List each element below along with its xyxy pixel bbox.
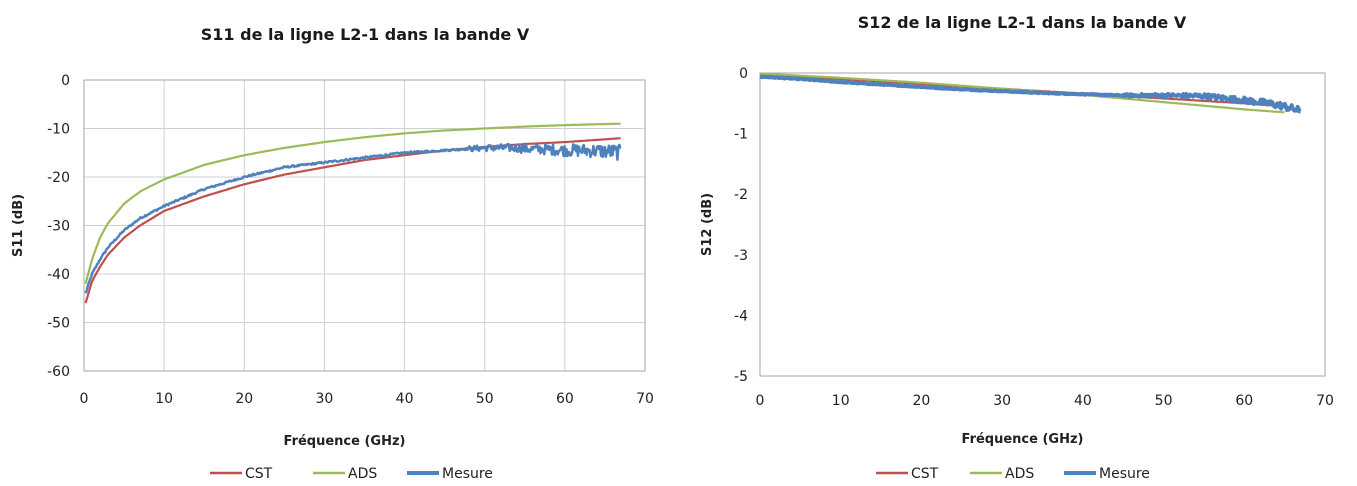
series-line-mesure — [84, 142, 622, 294]
x-tick-label: 60 — [556, 391, 574, 407]
x-tick-label: 60 — [1235, 393, 1253, 409]
x-tick-label: 10 — [832, 393, 850, 409]
x-tick-label: 40 — [1074, 393, 1092, 409]
x-axis-label: Fréquence (GHz) — [284, 434, 406, 449]
s12-chart: S12 de la ligne L2-1 dans la bande V 0 10 2… — [700, 13, 1334, 482]
y-tick-label: -5 — [734, 369, 748, 385]
series-line-cst — [84, 137, 621, 304]
chart-title: S11 de la ligne L2-1 dans la bande V — [201, 25, 530, 44]
y-tick-label: 0 — [739, 66, 748, 82]
legend-label-ads: ADS — [348, 466, 377, 482]
x-tick-label: 30 — [993, 393, 1011, 409]
x-tick-label: 40 — [396, 391, 414, 407]
x-tick-label: 0 — [80, 391, 89, 407]
y-axis-label: S11 (dB) — [11, 194, 26, 257]
series-line-mesure — [759, 74, 1302, 114]
chart-title: S12 de la ligne L2-1 dans la bande V — [858, 13, 1187, 32]
s11-chart-panel: S11 de la ligne L2-1 dans la bande V 0 10 2… — [11, 25, 654, 482]
y-tick-label: -4 — [734, 308, 748, 324]
plot-area — [83, 79, 646, 372]
y-tick-label: -20 — [47, 170, 70, 186]
y-tick-label: -40 — [47, 267, 70, 283]
x-tick-label: 50 — [476, 391, 494, 407]
plot-area — [759, 72, 1326, 377]
x-tick-label: 30 — [316, 391, 334, 407]
legend-label-mesure: Mesure — [1099, 466, 1150, 482]
y-axis-label: S12 (dB) — [700, 193, 715, 256]
x-tick-label: 50 — [1155, 393, 1173, 409]
legend-label-cst: CST — [245, 466, 273, 482]
s12-chart-panel: S12 de la ligne L2-1 dans la bande V 0 10 2… — [680, 0, 1357, 486]
y-tick-label: -1 — [734, 127, 748, 143]
y-tick-label: -30 — [47, 219, 70, 235]
y-tick-label: -60 — [47, 364, 70, 380]
x-tick-label: 20 — [235, 391, 253, 407]
y-tick-label: -2 — [734, 187, 748, 203]
x-tick-label: 70 — [1316, 393, 1334, 409]
x-tick-label: 0 — [756, 393, 765, 409]
x-tick-label: 70 — [636, 391, 654, 407]
series-line-ads — [84, 122, 621, 284]
y-tick-label: -3 — [734, 248, 748, 264]
x-tick-label: 20 — [913, 393, 931, 409]
x-tick-label: 10 — [155, 391, 173, 407]
s11-chart: S11 de la ligne L2-1 dans la bande V 0 10 2… — [11, 25, 654, 482]
y-tick-label: -10 — [47, 122, 70, 138]
legend-label-mesure: Mesure — [442, 466, 493, 482]
x-axis-label: Fréquence (GHz) — [962, 432, 1084, 447]
y-tick-label: 0 — [61, 73, 70, 89]
legend-label-cst: CST — [911, 466, 939, 482]
legend-label-ads: ADS — [1005, 466, 1034, 482]
y-tick-label: -50 — [47, 316, 70, 332]
